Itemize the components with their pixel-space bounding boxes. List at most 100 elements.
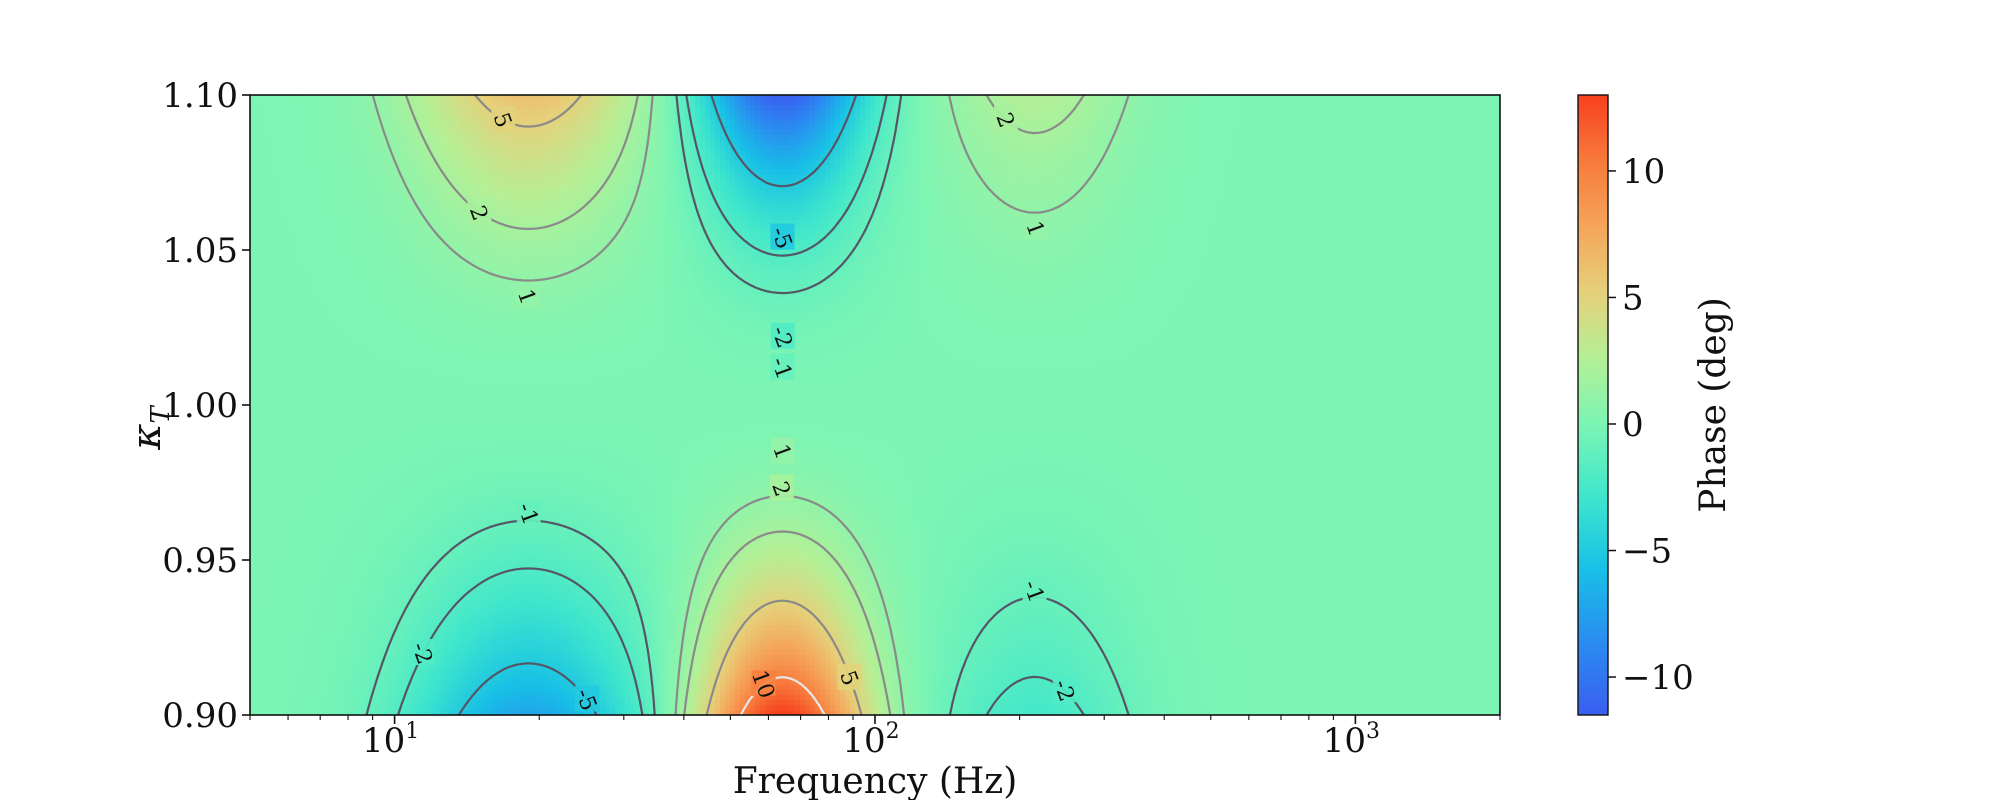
heatmap-cell [665,180,671,186]
heatmap-cell [380,185,386,191]
heatmap-cell [410,130,416,136]
heatmap-cell [1200,170,1206,176]
heatmap-cell [275,160,281,166]
heatmap-cell [925,100,931,106]
heatmap-cell [510,150,516,156]
heatmap-cell [1380,110,1386,116]
heatmap-cell [530,105,536,111]
heatmap-cell [465,150,471,156]
heatmap-cell [370,170,376,176]
heatmap-cell [715,190,721,196]
heatmap-cell [285,135,291,141]
heatmap-cell [1325,150,1331,156]
heatmap-cell [970,145,976,151]
heatmap-cell [500,180,506,186]
heatmap-cell [1020,140,1026,146]
heatmap-cell [1235,185,1241,191]
heatmap-cell [1170,160,1176,166]
heatmap-cell [465,95,471,101]
heatmap-cell [360,180,366,186]
heatmap-cell [1315,150,1321,156]
heatmap-cell [305,135,311,141]
heatmap-cell [1355,140,1361,146]
heatmap-cell [1265,95,1271,101]
heatmap-cell [720,100,726,106]
heatmap-cell [915,125,921,131]
heatmap-cell [1285,130,1291,136]
heatmap-cell [535,185,541,191]
heatmap-cell [1335,175,1341,181]
heatmap-cell [1350,150,1356,156]
heatmap-cell [815,110,821,116]
heatmap-cell [1415,170,1421,176]
heatmap-cell [1355,150,1361,156]
heatmap-cell [690,95,696,101]
heatmap-cell [1195,120,1201,126]
heatmap-cell [645,95,651,101]
heatmap-cell [1260,135,1266,141]
heatmap-cell [550,95,556,101]
heatmap-cell [765,100,771,106]
heatmap-cell [1345,160,1351,166]
heatmap-cell [815,130,821,136]
heatmap-cell [1015,170,1021,176]
heatmap-cell [635,115,641,121]
heatmap-cell [875,105,881,111]
heatmap-cell [1440,100,1446,106]
heatmap-cell [1400,165,1406,171]
heatmap-cell [1050,145,1056,151]
heatmap-cell [1005,135,1011,141]
heatmap-cell [475,110,481,116]
heatmap-cell [1395,155,1401,161]
heatmap-cell [1015,140,1021,146]
heatmap-cell [1230,140,1236,146]
heatmap-cell [440,120,446,126]
heatmap-cell [1465,145,1471,151]
heatmap-cell [1025,120,1031,126]
heatmap-cell [275,185,281,191]
heatmap-cell [1100,135,1106,141]
heatmap-cell [990,145,996,151]
heatmap-cell [1420,105,1426,111]
heatmap-cell [1350,140,1356,146]
heatmap-cell [1320,175,1326,181]
heatmap-cell [295,130,301,136]
heatmap-cell [250,150,256,156]
heatmap-cell [420,120,426,126]
heatmap-cell [1135,160,1141,166]
heatmap-cell [1190,115,1196,121]
heatmap-cell [945,165,951,171]
heatmap-cell [990,180,996,186]
heatmap-cell [445,185,451,191]
heatmap-cell [750,110,756,116]
heatmap-cell [1035,190,1041,196]
heatmap-cell [1370,115,1376,121]
heatmap-cell [1280,130,1286,136]
heatmap-cell [420,110,426,116]
heatmap-cell [1455,130,1461,136]
heatmap-cell [1180,185,1186,191]
heatmap-cell [1385,130,1391,136]
heatmap-cell [345,160,351,166]
heatmap-cell [920,130,926,136]
heatmap-cell [340,115,346,121]
heatmap-cell [585,190,591,196]
heatmap-cell [650,190,656,196]
heatmap-cell [1490,160,1496,166]
heatmap-cell [1185,115,1191,121]
heatmap-cell [1115,105,1121,111]
heatmap-cell [885,130,891,136]
heatmap-cell [1130,115,1136,121]
heatmap-cell [1185,185,1191,191]
heatmap-cell [960,110,966,116]
heatmap-cell [520,150,526,156]
heatmap-cell [545,150,551,156]
heatmap-cell [1085,105,1091,111]
heatmap-cell [560,185,566,191]
heatmap-cell [1270,100,1276,106]
heatmap-cell [625,110,631,116]
heatmap-cell [1300,135,1306,141]
heatmap-cell [605,110,611,116]
heatmap-cell [695,95,701,101]
heatmap-cell [1285,110,1291,116]
